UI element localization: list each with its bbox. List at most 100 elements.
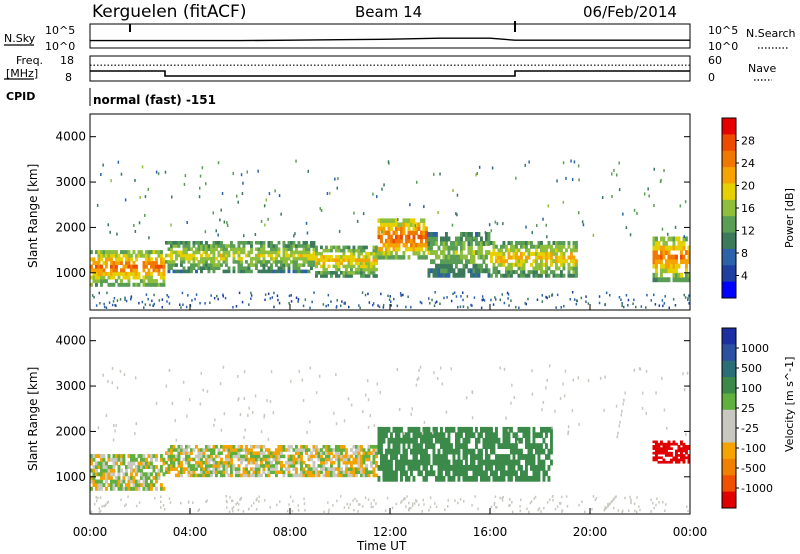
cell-1-75-5 — [352, 457, 356, 462]
cell-1-59-8 — [312, 244, 316, 248]
cell-5-27-5 — [557, 255, 561, 260]
cell-1-48-2 — [285, 263, 288, 267]
scatter-high-157 — [141, 165, 144, 169]
cell-2-17-6 — [357, 255, 361, 259]
cell-1-59-3 — [312, 260, 316, 264]
cell-0-11-2 — [117, 275, 121, 280]
cell-3-2-6 — [657, 447, 661, 450]
cell-5-29-2 — [562, 266, 566, 271]
cell-5-8-7 — [510, 248, 513, 253]
scatter-cell-123 — [231, 499, 234, 503]
cell-1-6-7 — [180, 451, 183, 455]
scatter-high-40 — [134, 432, 136, 435]
cell-5-4-0 — [500, 273, 503, 278]
cell-5-10-7 — [515, 248, 518, 253]
cell-0-12-0 — [120, 486, 123, 491]
scatter-cell-61 — [286, 509, 289, 513]
cell-1-77-7 — [357, 451, 361, 455]
cell-1-27-5 — [232, 253, 236, 258]
cell-1-2-2 — [170, 263, 173, 267]
cell-1-28-3 — [235, 260, 238, 264]
cell-2-68-2 — [547, 465, 551, 471]
scatter-cell-196 — [612, 506, 615, 510]
cell-2-66-9 — [542, 426, 546, 433]
cell-2-17-5 — [357, 258, 361, 262]
scatter-high-71 — [419, 365, 422, 369]
scatter-cell-43 — [560, 495, 563, 499]
cell-2-16-1 — [417, 470, 421, 477]
cell-3-13-8 — [410, 222, 413, 227]
cell-5-11-9 — [517, 241, 521, 245]
cell-6-11-0 — [680, 277, 683, 283]
cell-4-2-3 — [432, 259, 436, 265]
cell-1-19-2 — [212, 467, 216, 471]
scatter-cell-161 — [336, 299, 338, 302]
cell-2-47-8 — [495, 432, 498, 439]
scatter-cell-136 — [688, 294, 690, 297]
scatter-cell-90 — [607, 502, 609, 506]
cell-1-16-6 — [205, 454, 208, 459]
cell-1-39-4 — [262, 256, 266, 261]
cell-1-18-3 — [210, 464, 213, 468]
cell-2-45-7 — [490, 437, 493, 444]
scatter-high-50 — [562, 382, 564, 386]
scatter-high-37 — [298, 369, 300, 373]
cell-4-23-5 — [485, 250, 488, 255]
cell-5-19-3 — [537, 262, 541, 267]
cell-2-17-3 — [357, 264, 361, 269]
cell-4-23-7 — [485, 241, 488, 246]
scatter-cell-91 — [630, 501, 632, 505]
cell-1-52-0 — [295, 473, 298, 478]
scatter-cell-45 — [686, 505, 688, 508]
cell-1-44-7 — [275, 451, 278, 455]
cell-0-11-3 — [117, 271, 121, 276]
cell-2-12-6 — [407, 443, 411, 449]
scatter-cell-67 — [304, 298, 307, 301]
cell-1-23-5 — [222, 253, 226, 258]
cell-1-11-5 — [192, 457, 196, 462]
cell-5-3-1 — [497, 270, 501, 275]
cell-3-10-0 — [402, 255, 406, 260]
cell-2-16-4 — [355, 261, 358, 266]
scatter-cell-5 — [439, 302, 441, 305]
power-panel: Slant Range [km] — [26, 113, 691, 311]
scatter-cell-122 — [605, 291, 608, 294]
cell-1-61-0 — [317, 473, 321, 478]
scatter-high-21 — [616, 173, 618, 177]
cell-0-10-7 — [115, 257, 118, 262]
cell-6-6-2 — [667, 268, 671, 274]
scatter-cell-156 — [444, 508, 446, 511]
cell-1-28-2 — [235, 467, 238, 471]
cell-5-29-3 — [562, 262, 566, 267]
cell-1-34-6 — [250, 250, 253, 255]
cell-0-21-4 — [142, 472, 146, 477]
cell-0-3-7 — [97, 461, 101, 466]
cell-0-21-0 — [142, 486, 146, 491]
cell-3-7-1 — [395, 251, 398, 256]
scatter-cell-146 — [554, 507, 557, 511]
cell-1-36-6 — [255, 454, 258, 459]
scatter-high-83 — [620, 413, 622, 417]
ytick-label-0-3: 4000 — [55, 130, 86, 144]
scatter-high-86 — [114, 429, 116, 433]
cell-1-27-1 — [232, 266, 236, 270]
cell-1-33-1 — [247, 266, 251, 270]
scatter-cell-198 — [463, 500, 465, 503]
cell-1-58-4 — [310, 256, 313, 261]
scatter-high-61 — [625, 226, 628, 230]
cell-0-28-3 — [160, 271, 163, 276]
cell-5-19-8 — [537, 244, 541, 249]
cell-6-11-1 — [680, 272, 683, 278]
cell-2-67-8 — [545, 432, 548, 439]
cell-2-3-3 — [322, 264, 326, 269]
scatter-high-149 — [549, 364, 551, 368]
cell-3-4-8 — [662, 442, 666, 446]
cell-5-32-7 — [570, 248, 573, 253]
cell-1-45-5 — [277, 457, 281, 462]
cell-1-53-7 — [297, 451, 301, 455]
cell-1-69-0 — [337, 473, 341, 478]
cell-1-5-5 — [177, 457, 181, 462]
cell-3-5-3 — [390, 242, 393, 248]
cell-0-23-4 — [147, 472, 151, 477]
